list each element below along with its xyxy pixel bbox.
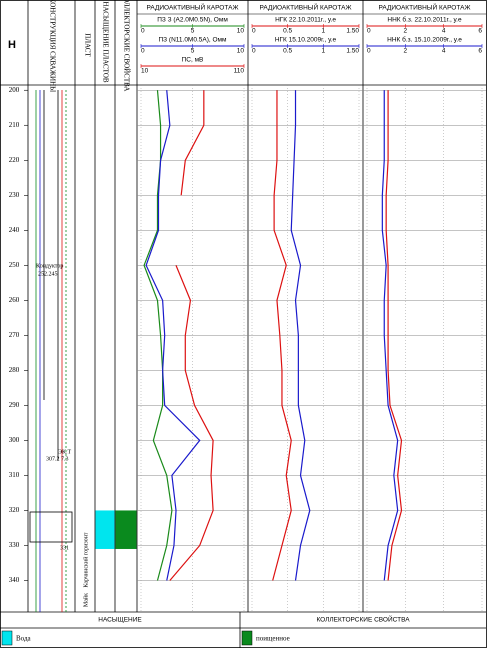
annotation: 307.2 7.3 <box>46 456 69 462</box>
scale-label: 0 <box>367 28 371 35</box>
layer-header: ПЛАСТ <box>83 33 91 57</box>
saturation-header: НАСЫЩЕНИЕ ПЛАСТОВ <box>101 1 109 82</box>
scale-label: 10 <box>141 68 149 75</box>
scale-label: 0.5 <box>283 48 292 55</box>
log-curve <box>385 90 403 581</box>
interval <box>95 510 115 549</box>
track-title: РАДИОАКТИВНЫЙ КАРОТАЖ <box>147 3 239 12</box>
curve-name: ПС, мВ <box>182 57 204 64</box>
depth-label: 310 <box>9 471 20 479</box>
legend-swatch <box>241 630 253 646</box>
depth-label: 300 <box>9 436 20 444</box>
depth-label: 230 <box>9 191 20 199</box>
log-curve <box>381 90 399 581</box>
frame <box>0 0 487 648</box>
log-curve <box>145 90 201 581</box>
collector-header: КОЛЛЕКТОРСКИЕ СВОЙСТВА <box>122 0 130 91</box>
scale-label: 10 <box>237 48 245 55</box>
formation: Майк <box>82 593 89 607</box>
annotation: 331 <box>60 545 69 551</box>
curve-name: ПЗ З (А2.0М0.5N), Омм <box>157 17 228 24</box>
legend-label: поищенное <box>256 635 290 643</box>
depth-label: 280 <box>9 366 20 374</box>
log-curve <box>272 90 292 581</box>
scale-label: 1 <box>322 28 326 35</box>
scale-label: 0.5 <box>283 28 292 35</box>
depth-label: 330 <box>9 541 20 549</box>
track-title: РАДИОАКТИВНЫЙ КАРОТАЖ <box>260 3 352 12</box>
depth-label: 220 <box>9 156 20 164</box>
scale-label: 2 <box>404 48 408 55</box>
depth-label: 320 <box>9 506 20 514</box>
scale-label: 6 <box>478 48 482 55</box>
depth-label: 210 <box>9 121 20 129</box>
footer-label: КОЛЛЕКТОРСКИЕ СВОЙСТВА <box>316 615 410 624</box>
depth-label: 240 <box>9 226 20 234</box>
depth-label: 260 <box>9 296 20 304</box>
scale-label: 110 <box>234 68 245 75</box>
scale-label: 0 <box>367 48 371 55</box>
legend-swatch <box>1 630 13 646</box>
curve-name: НГК 15.10.2009г., у.е <box>275 37 337 44</box>
legend-label: Вода <box>16 635 32 643</box>
annotation: ЭК.Т <box>58 449 71 455</box>
scale-label: 4 <box>442 48 446 55</box>
scale-label: 4 <box>442 28 446 35</box>
log-curve <box>180 90 205 196</box>
depth-label: 200 <box>9 86 20 94</box>
depth-label: 340 <box>9 576 20 584</box>
scale-label: 1 <box>322 48 326 55</box>
construction-header: КОНСТРУКЦИЯ СКВАЖИНЫ <box>48 0 56 92</box>
footer-label: НАСЫЩЕНИЕ <box>98 617 142 624</box>
scale-label: 5 <box>191 48 195 55</box>
scale-label: 1.50 <box>346 28 359 35</box>
curve-name: ПЗ (N11.0М0.5А), Омм <box>159 37 228 44</box>
well-construction <box>29 90 73 612</box>
log-curve <box>290 90 311 581</box>
formation: Карчинский горизонт <box>82 532 89 587</box>
scale-label: 10 <box>237 28 245 35</box>
scale-label: 6 <box>478 28 482 35</box>
log-curve <box>169 265 214 581</box>
depth-label: 290 <box>9 401 20 409</box>
interval <box>115 510 137 549</box>
annotation: Кондуктор <box>36 263 63 269</box>
scale-label: 1.50 <box>346 48 359 55</box>
scale-label: 2 <box>404 28 408 35</box>
depth-label: 250 <box>9 261 20 269</box>
annotation: 252.245 <box>38 271 58 277</box>
curve-name: ННК б.з. 22.10.2011г., у.е <box>387 16 462 24</box>
scale-label: 0 <box>141 48 145 55</box>
scale-label: 0 <box>141 28 145 35</box>
depth-header: Н <box>8 39 16 51</box>
curve-name: ННК б.з. 15.10.2009г., у.е <box>387 36 462 44</box>
track-title: РАДИОАКТИВНЫЙ КАРОТАЖ <box>379 3 471 12</box>
depth-label: 270 <box>9 331 20 339</box>
column-borders <box>0 0 486 648</box>
scale-label: 5 <box>191 28 195 35</box>
scale-label: 0 <box>252 28 256 35</box>
scale-label: 0 <box>252 48 256 55</box>
curve-name: НГК 22.10.2011г., у.е <box>275 17 336 24</box>
